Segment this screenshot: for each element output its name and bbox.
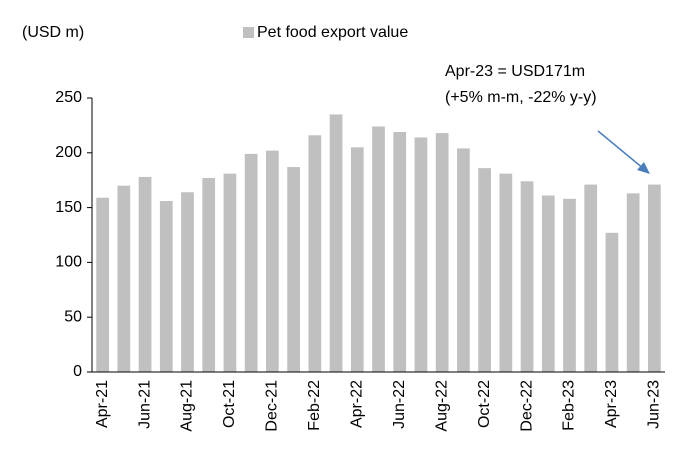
x-tick-label: Apr-21 [94,380,111,428]
annotation-arrowhead [637,162,650,174]
bar [520,181,534,372]
x-tick-label: Feb-23 [561,380,578,431]
bar [244,153,258,372]
bar [563,198,576,372]
bar [329,114,343,372]
x-tick-label: Oct-21 [221,380,238,428]
bar [499,173,513,372]
y-tick-label: 150 [55,199,82,216]
bar [266,150,279,372]
bar [350,147,364,372]
annotation: Apr-23 = USD171m [445,63,585,80]
bar [223,173,237,372]
bar [138,176,152,372]
bar [117,185,131,372]
bar [541,195,555,372]
legend-label: Pet food export value [257,24,408,41]
bar [202,178,216,372]
y-tick-label: 50 [64,308,82,325]
bar [159,201,173,372]
y-tick-label: 100 [55,254,82,271]
bar [393,131,407,372]
x-tick-label: Apr-22 [348,380,365,428]
y-axis-label: (USD m) [22,24,84,41]
bar [605,232,619,372]
x-tick-label: Dec-22 [518,380,535,432]
bar [648,184,661,372]
x-tick-label: Jun-22 [391,380,408,429]
bar [308,135,322,372]
x-tick-label: Dec-21 [264,380,281,432]
bar [181,192,194,372]
bar [372,126,385,372]
bar [414,137,428,372]
bar [287,167,300,372]
x-tick-label: Jun-23 [646,380,663,429]
bar [457,148,470,372]
legend-swatch [243,27,254,38]
x-tick-label: Aug-22 [433,380,450,432]
x-tick-label: Jun-21 [136,380,153,429]
bar [626,193,640,372]
annotation: (+5% m-m, -22% y-y) [445,89,597,106]
bar [478,168,491,372]
x-tick-label: Oct-22 [476,380,493,428]
y-tick-label: 200 [55,144,82,161]
bar [584,184,598,372]
y-tick-label: 250 [55,89,82,106]
x-tick-label: Aug-21 [179,380,196,432]
bar [435,133,449,372]
x-tick-label: Feb-22 [306,380,323,431]
x-tick-label: Apr-23 [603,380,620,428]
bar [96,197,109,372]
y-tick-label: 0 [73,363,82,380]
annotation-arrow [597,130,645,170]
